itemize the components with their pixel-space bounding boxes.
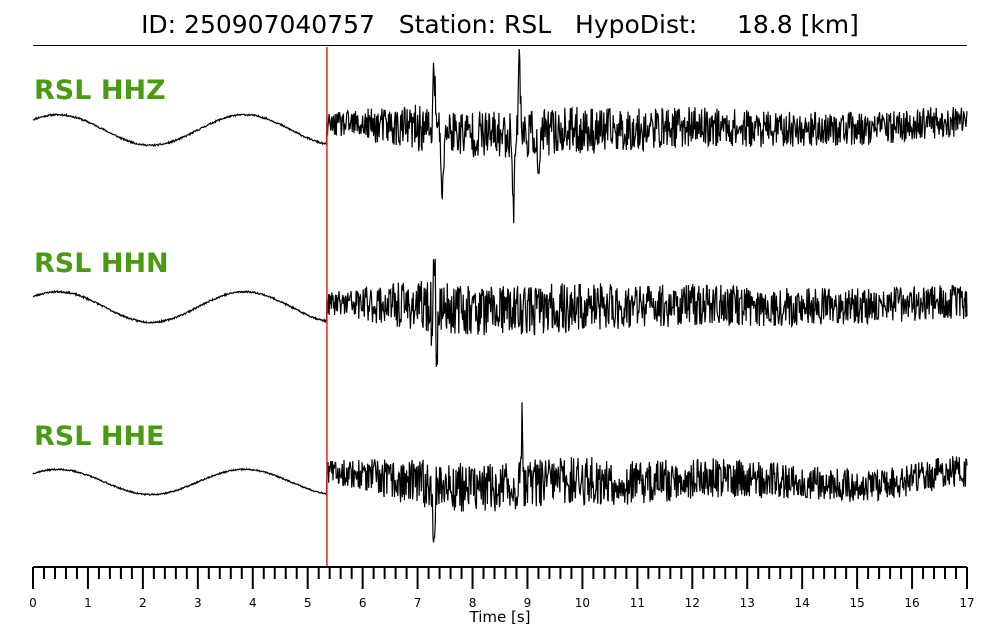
x-tick-label: 5	[304, 596, 312, 610]
x-tick-label: 16	[904, 596, 919, 610]
channel-label-hhn: RSL HHN	[34, 248, 169, 279]
x-tick-label: 8	[469, 596, 477, 610]
x-tick-label: 17	[959, 596, 974, 610]
title-rule	[33, 45, 967, 46]
x-tick-label: 2	[139, 596, 147, 610]
x-tick-label: 1	[84, 596, 92, 610]
x-tick-label: 4	[249, 596, 257, 610]
x-tick-label: 0	[29, 596, 37, 610]
x-tick-label: 3	[194, 596, 202, 610]
x-tick-label: 15	[849, 596, 864, 610]
x-tick-label: 6	[359, 596, 367, 610]
waveform-trace-hhe	[32, 402, 968, 543]
waveform-trace-hhz	[32, 48, 968, 224]
x-tick-label: 7	[414, 596, 422, 610]
x-tick-label: 13	[740, 596, 755, 610]
x-tick-label: 10	[575, 596, 590, 610]
x-tick-label: 9	[524, 596, 532, 610]
x-tick-label: 14	[795, 596, 810, 610]
channel-label-hhe: RSL HHE	[34, 421, 165, 452]
x-axis-label: Time [s]	[469, 608, 531, 626]
x-tick-label: 12	[685, 596, 700, 610]
figure-title: ID: 250907040757 Station: RSL HypoDist: …	[141, 10, 859, 39]
waveform-trace-hhn	[32, 258, 968, 367]
channel-label-hhz: RSL HHZ	[34, 75, 166, 106]
x-tick-label: 11	[630, 596, 645, 610]
